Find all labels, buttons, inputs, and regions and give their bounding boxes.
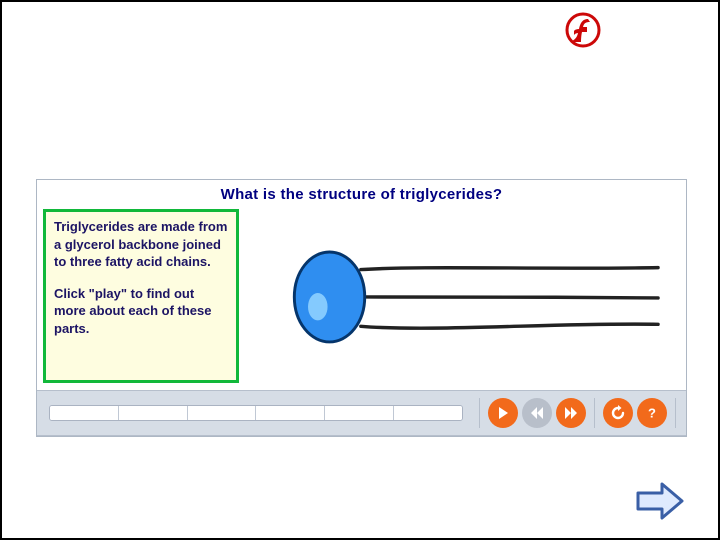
next-slide-button[interactable]: [634, 480, 686, 522]
fatty-acid-chain: [365, 297, 658, 298]
diagram-svg: [239, 207, 686, 383]
triglyceride-diagram: [239, 207, 686, 383]
info-paragraph-1: Triglycerides are made from a glycerol b…: [54, 218, 228, 271]
info-bold-fatty: fatty acid chains: [105, 254, 207, 269]
divider: [479, 398, 480, 428]
flash-logo-icon: [565, 12, 601, 48]
fatty-acid-chain: [361, 268, 658, 270]
panel-title: What is the structure of triglycerides?: [37, 180, 686, 207]
divider: [594, 398, 595, 428]
progress-segment: [256, 406, 325, 420]
info-box: Triglycerides are made from a glycerol b…: [43, 209, 239, 383]
fast-forward-button[interactable]: [556, 398, 586, 428]
content-row: Triglycerides are made from a glycerol b…: [37, 207, 686, 383]
progress-segment: [394, 406, 462, 420]
progress-segment: [119, 406, 188, 420]
progress-segment: [50, 406, 119, 420]
info-paragraph-2: Click "play" to find out more about each…: [54, 285, 228, 338]
glycerol-head: [294, 252, 364, 342]
progress-segment: [188, 406, 257, 420]
progress-segment: [325, 406, 394, 420]
fatty-acid-chain: [361, 324, 658, 328]
rewind-button[interactable]: [522, 398, 552, 428]
progress-bar[interactable]: [49, 405, 463, 421]
help-button[interactable]: ?: [637, 398, 667, 428]
divider: [675, 398, 676, 428]
glycerol-head-highlight: [308, 293, 328, 320]
restart-button[interactable]: [603, 398, 633, 428]
slide-canvas: What is the structure of triglycerides? …: [0, 0, 720, 540]
play-button[interactable]: [488, 398, 518, 428]
svg-text:?: ?: [648, 406, 656, 421]
info-bold-glycerol: glycerol: [65, 237, 115, 252]
info-text: .: [207, 254, 211, 269]
playback-controls: ?: [37, 390, 686, 436]
lesson-panel: What is the structure of triglycerides? …: [36, 179, 687, 437]
control-buttons: ?: [475, 398, 686, 428]
progress-bar-wrap: [37, 405, 475, 421]
